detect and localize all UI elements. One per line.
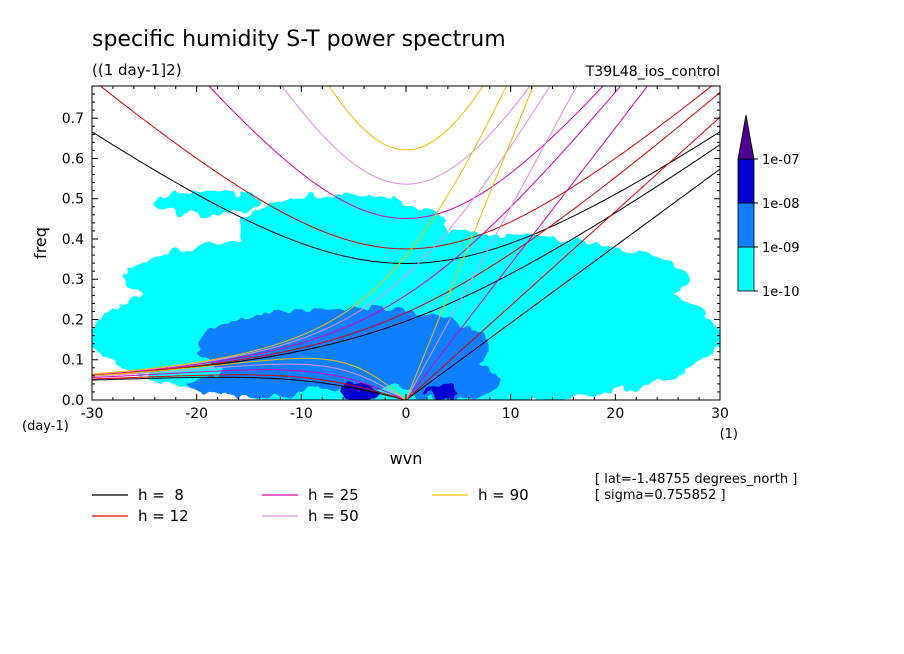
y-tick-label: 0.5 [62, 192, 84, 208]
mrg-curve-4 [92, 86, 507, 375]
colorbar-segment [737, 246, 755, 292]
legend-label: h = 12 [138, 507, 189, 525]
contour-region-8 [337, 383, 380, 400]
y-tick-labels: 0.0 0.1 0.2 0.3 0.4 0.5 0.6 0.7 [62, 111, 84, 409]
x-tick-labels: -30 -20 -10 0 10 20 30 [81, 406, 729, 422]
legend-label: h = 50 [308, 507, 359, 525]
mrg-curve-1 [92, 92, 720, 376]
ig-curve-1 [99, 86, 713, 250]
y-tick-label: 0.6 [62, 151, 84, 167]
colorbar-label: 1e-09 [762, 241, 800, 256]
contour-region-7 [186, 369, 312, 398]
colorbar-segment [737, 158, 755, 204]
x-axis-label: wvn [390, 449, 423, 468]
mrg-curve-3 [92, 86, 551, 375]
kelvin-curve-3 [405, 86, 578, 400]
contour-region-9 [426, 384, 459, 400]
colorbar-label: 1e-08 [762, 197, 800, 212]
contour-region-4 [468, 311, 700, 392]
y-unit-label: (day-1) [22, 419, 69, 434]
colorbar-segment [737, 202, 755, 248]
colorbar-label: 1e-07 [762, 153, 800, 168]
y-tick-label: 0.2 [62, 312, 84, 328]
legend-label: h = 8 [138, 486, 184, 504]
y-tick-label: 0.0 [62, 393, 84, 409]
ig-curve-4 [328, 86, 484, 151]
x-tick-label: 30 [711, 406, 729, 422]
contour-region-3 [154, 190, 260, 215]
ig-curve-3 [281, 86, 531, 185]
rossby-curve-0 [92, 376, 407, 400]
x-tick-label: -10 [290, 406, 313, 422]
x-tick-label: -30 [81, 406, 104, 422]
annotation-sigma: [ sigma=0.755852 ] [595, 488, 726, 503]
ig-curve-2 [208, 86, 604, 220]
axis-ticks [91, 85, 721, 401]
x-tick-label: 20 [606, 406, 624, 422]
rossby-curve-3 [92, 363, 407, 400]
kelvin-curve-1 [405, 116, 720, 400]
dispersion-curves [92, 86, 720, 400]
colorbar-arrow [737, 114, 755, 160]
y-tick-label: 0.3 [62, 272, 84, 288]
kelvin-curve-0 [405, 168, 720, 400]
rossby-curve-2 [92, 369, 407, 400]
kelvin-curve-4 [405, 86, 534, 400]
kelvin-curve-2 [405, 86, 649, 400]
annotation-lat: [ lat=-1.48755 degrees_north ] [595, 472, 797, 487]
y-tick-label: 0.4 [62, 232, 84, 248]
y-axis-label: freq [31, 227, 50, 259]
rossby-curve-4 [92, 357, 407, 400]
legend-label: h = 25 [308, 486, 359, 504]
contour-region-1 [123, 230, 689, 328]
run-label: T39L48_ios_control [585, 64, 720, 80]
chart-subtitle: ((1 day-1]2) [92, 61, 182, 79]
y-tick-label: 0.7 [62, 111, 84, 127]
mrg-curve-2 [92, 86, 622, 376]
chart-title: specific humidity S-T power spectrum [92, 27, 506, 52]
x-unit-label: (1) [720, 427, 738, 442]
x-tick-label: 10 [502, 406, 520, 422]
rossby-curve-1 [92, 374, 407, 400]
legend-label: h = 90 [478, 486, 529, 504]
y-tick-label: 0.1 [62, 353, 84, 369]
ig-curve-0 [92, 131, 720, 265]
colorbar-label: 1e-10 [762, 285, 800, 300]
x-tick-label: -20 [185, 406, 208, 422]
x-tick-label: 0 [402, 406, 411, 422]
colorbar: 1e-10 1e-09 1e-08 1e-07 [737, 114, 800, 300]
legend: h = 8 h = 12 h = 25 h = 50 h = 90 [92, 486, 529, 525]
contour-region-6 [395, 359, 501, 400]
